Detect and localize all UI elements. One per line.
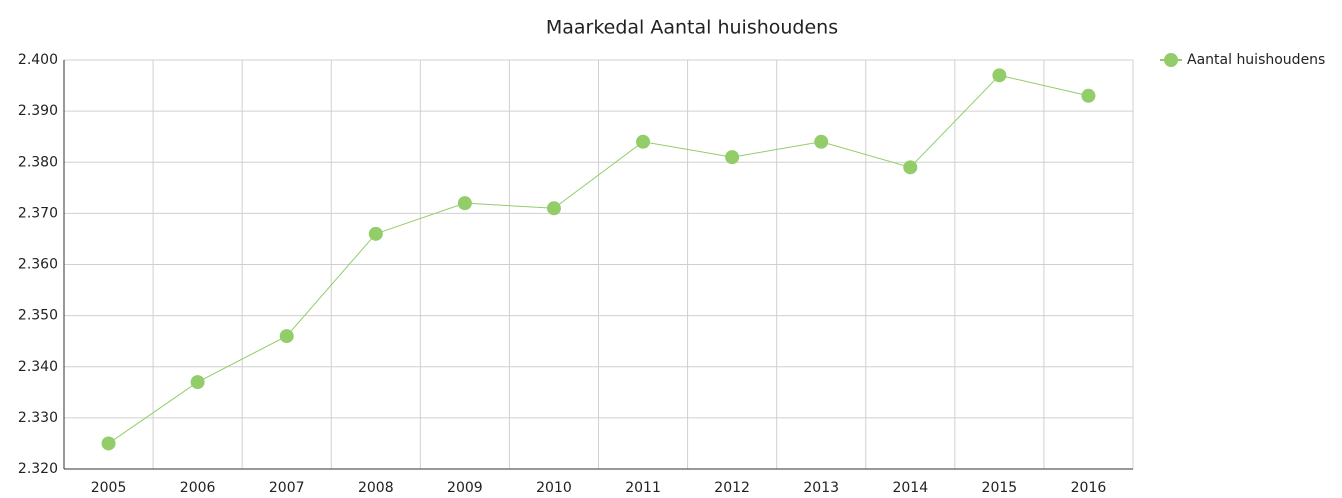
data-point (725, 150, 740, 165)
y-tick-label: 2.370 (18, 205, 58, 221)
data-point (368, 226, 383, 241)
x-tick-label: 2011 (625, 480, 661, 496)
x-tick-label: 2010 (536, 480, 572, 496)
x-tick-label: 2012 (714, 480, 750, 496)
x-tick-label: 2006 (180, 480, 216, 496)
data-point (101, 436, 116, 451)
data-point (279, 329, 294, 344)
data-point (457, 196, 472, 211)
y-tick-label: 2.340 (18, 359, 58, 375)
y-tick-label: 2.360 (18, 257, 58, 273)
y-tick-label: 2.320 (18, 461, 58, 477)
x-tick-label: 2014 (892, 480, 928, 496)
x-tick-label: 2013 (803, 480, 839, 496)
y-tick-label: 2.390 (18, 103, 58, 119)
y-tick-label: 2.330 (18, 410, 58, 426)
data-point (814, 134, 829, 149)
x-tick-label: 2008 (358, 480, 394, 496)
x-tick-label: 2016 (1071, 480, 1107, 496)
legend-label: Aantal huishoudens (1187, 52, 1325, 68)
series-line (108, 74, 1089, 444)
y-tick-label: 2.350 (18, 308, 58, 324)
data-point (992, 68, 1007, 83)
chart-title: Maarkedal Aantal huishoudens (546, 17, 838, 39)
x-tick-label: 2007 (269, 480, 305, 496)
data-point (190, 375, 205, 390)
data-point (1081, 88, 1096, 103)
x-tick-label: 2015 (982, 480, 1018, 496)
x-tick-label: 2009 (447, 480, 483, 496)
x-tick-label: 2005 (91, 480, 127, 496)
data-point (546, 201, 561, 216)
data-point (636, 134, 651, 149)
legend-marker (1164, 53, 1178, 67)
y-tick-label: 2.380 (18, 154, 58, 170)
data-point (903, 160, 918, 175)
y-tick-label: 2.400 (18, 52, 58, 68)
